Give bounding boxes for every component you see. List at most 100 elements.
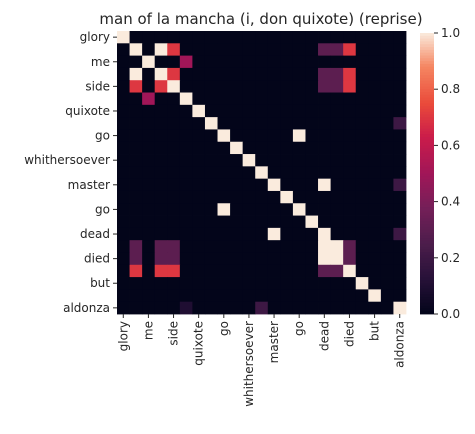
heatmap-cell [204, 154, 218, 167]
heatmap-cell [204, 190, 218, 204]
colorbar-segment [420, 162, 434, 166]
heatmap-cell [204, 277, 218, 290]
heatmap-cell [393, 215, 407, 229]
heatmap-cell [292, 104, 306, 118]
heatmap-cell [167, 129, 181, 143]
heatmap-cell [343, 141, 357, 155]
heatmap-cell [230, 301, 244, 315]
heatmap-cell [117, 154, 130, 167]
heatmap-cell [179, 166, 193, 180]
heatmap-cell [368, 178, 382, 192]
colorbar-tick-label: 0.0 [441, 307, 460, 321]
heatmap-cell [292, 277, 306, 290]
heatmap-cell [318, 129, 332, 143]
heatmap-cell [217, 67, 231, 81]
y-tick-label: go [95, 202, 110, 216]
heatmap-cell [292, 252, 306, 266]
x-tick-label: me [141, 321, 155, 340]
heatmap-cell [154, 166, 168, 180]
heatmap-cell [129, 166, 143, 180]
heatmap-cell [330, 252, 344, 266]
heatmap-cell [167, 92, 181, 106]
heatmap-cell [117, 92, 130, 106]
heatmap-cell [117, 301, 130, 315]
heatmap-cell [318, 178, 332, 192]
colorbar-segment [420, 156, 434, 160]
heatmap-cell [154, 154, 168, 167]
heatmap-cell [330, 190, 344, 204]
heatmap-cell [368, 104, 382, 118]
colorbar-segment [420, 269, 434, 273]
colorbar-segment [420, 139, 434, 143]
heatmap-cell [230, 203, 244, 216]
heatmap-cell [267, 252, 281, 266]
heatmap-cell [267, 104, 281, 118]
heatmap-cell [179, 240, 193, 253]
heatmap-cell [380, 289, 394, 303]
heatmap-cell [255, 264, 269, 278]
heatmap-cell [154, 240, 168, 253]
colorbar-segment [420, 94, 434, 99]
heatmap-cell [292, 178, 306, 192]
heatmap-cell [230, 166, 244, 180]
heatmap-cell [230, 178, 244, 192]
heatmap-cell [179, 67, 193, 81]
heatmap-cell [267, 43, 281, 56]
heatmap-cell [179, 277, 193, 290]
heatmap-cell [167, 215, 181, 229]
heatmap-cell [318, 67, 332, 81]
heatmap-cell [117, 178, 130, 192]
heatmap-cell [368, 301, 382, 315]
heatmap-cell [154, 301, 168, 315]
heatmap-cell [393, 43, 407, 56]
heatmap-cell [255, 277, 269, 290]
heatmap-cell [355, 190, 369, 204]
colorbar-segment [420, 47, 434, 51]
colorbar-segment [420, 254, 434, 259]
heatmap-cell [267, 178, 281, 192]
heatmap-cell [192, 80, 206, 93]
heatmap-cell [330, 104, 344, 118]
heatmap-cell [393, 178, 407, 192]
heatmap-cell [355, 117, 369, 130]
heatmap-cell [355, 92, 369, 106]
heatmap-cell [154, 67, 168, 81]
heatmap-cell [380, 252, 394, 266]
heatmap-cell [154, 289, 168, 303]
heatmap-cell [280, 264, 294, 278]
heatmap-cell [192, 117, 206, 130]
heatmap-cell [154, 80, 168, 93]
colorbar-segment [420, 215, 434, 219]
y-axis: glory me side quixote go whithersoever master g… [24, 30, 117, 315]
colorbar-segment [420, 260, 434, 264]
heatmap-cell [330, 227, 344, 241]
colorbar-segment [420, 204, 434, 208]
heatmap-cell [129, 289, 143, 303]
heatmap-cell [255, 80, 269, 93]
heatmap-cell [129, 43, 143, 56]
heatmap-cell [142, 252, 156, 266]
heatmap-cell [267, 55, 281, 69]
heatmap-cell [230, 67, 244, 81]
heatmap-cell [192, 67, 206, 81]
heatmap-cell [355, 252, 369, 266]
x-tick-label: master [267, 321, 281, 363]
heatmap-cell [267, 215, 281, 229]
heatmap-cell [192, 289, 206, 303]
colorbar-segment [420, 128, 434, 132]
heatmap-cell [129, 67, 143, 81]
heatmap-cell [368, 215, 382, 229]
heatmap-cell [192, 43, 206, 56]
heatmap-cell [355, 129, 369, 143]
colorbar-segment [420, 134, 434, 138]
heatmap-cell [343, 289, 357, 303]
heatmap-cell [355, 104, 369, 118]
heatmap-cell [129, 252, 143, 266]
heatmap-cell [305, 80, 319, 93]
heatmap-cell [204, 55, 218, 69]
heatmap-cell [330, 166, 344, 180]
heatmap-cell [355, 80, 369, 93]
heatmap-cell [167, 190, 181, 204]
heatmap-cell [217, 92, 231, 106]
colorbar-segment [420, 201, 434, 205]
